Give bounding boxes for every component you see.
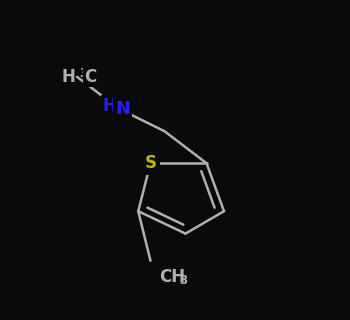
Text: H: H: [102, 97, 116, 115]
Text: CH: CH: [159, 268, 186, 286]
Text: S: S: [145, 154, 156, 172]
Text: N: N: [115, 100, 130, 118]
Text: 3: 3: [79, 67, 87, 80]
Text: 3: 3: [180, 274, 188, 287]
Text: H: H: [61, 68, 75, 86]
Text: C: C: [84, 68, 96, 86]
